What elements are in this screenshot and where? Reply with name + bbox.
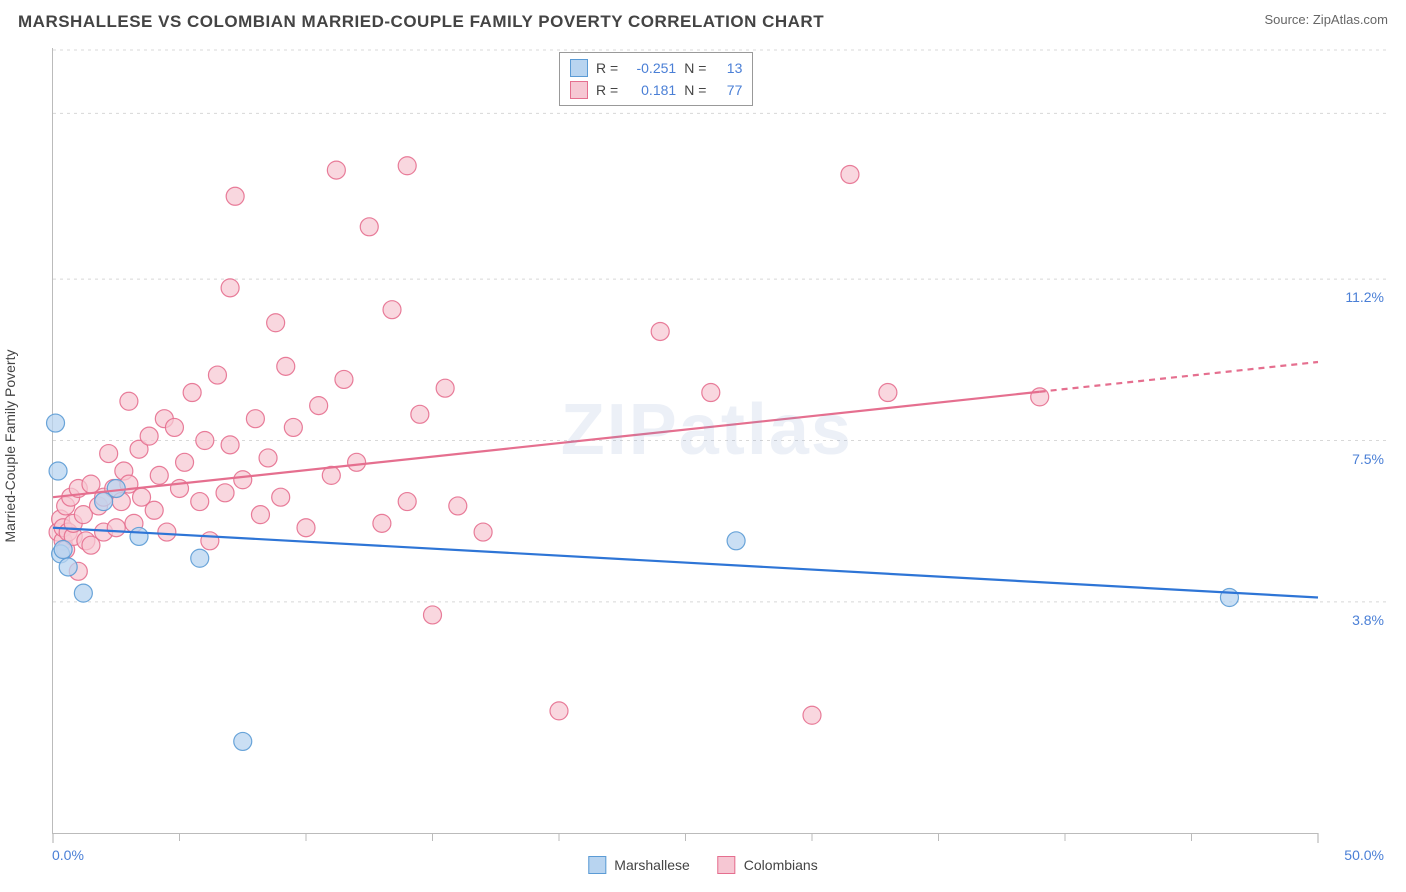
data-point xyxy=(183,384,201,402)
source-link[interactable]: ZipAtlas.com xyxy=(1313,12,1388,27)
data-point xyxy=(267,314,285,332)
chart-header: MARSHALLESE VS COLOMBIAN MARRIED-COUPLE … xyxy=(0,0,1406,38)
legend-n-value: 13 xyxy=(714,60,742,76)
data-point xyxy=(221,279,239,297)
data-point xyxy=(191,493,209,511)
data-point xyxy=(474,523,492,541)
data-point xyxy=(327,161,345,179)
data-point xyxy=(234,732,252,750)
data-point xyxy=(383,301,401,319)
legend-n-label: N = xyxy=(684,82,706,98)
data-point xyxy=(226,187,244,205)
data-point xyxy=(176,453,194,471)
plot-inner: ZIPatlas R =-0.251 N =13R =0.181 N =77 xyxy=(52,48,1318,834)
data-point xyxy=(277,357,295,375)
data-point xyxy=(59,558,77,576)
data-point xyxy=(191,549,209,567)
legend-row: R = -0.251 N = 13 xyxy=(570,57,742,79)
legend-swatch-icon xyxy=(718,856,736,874)
data-point xyxy=(145,501,163,519)
y-tick-label: 3.8% xyxy=(1352,612,1384,628)
data-point xyxy=(310,397,328,415)
plot-area: ZIPatlas R =-0.251 N =13R =0.181 N =77 3… xyxy=(52,48,1388,834)
data-point xyxy=(47,414,65,432)
trend-line xyxy=(53,528,1318,598)
data-point xyxy=(165,418,183,436)
data-point xyxy=(436,379,454,397)
data-point xyxy=(259,449,277,467)
data-point xyxy=(158,523,176,541)
data-point xyxy=(74,584,92,602)
data-point xyxy=(284,418,302,436)
chart-title: MARSHALLESE VS COLOMBIAN MARRIED-COUPLE … xyxy=(18,12,824,32)
data-point xyxy=(196,432,214,450)
data-point xyxy=(234,471,252,489)
data-point xyxy=(216,484,234,502)
legend-n-label: N = xyxy=(684,60,706,76)
data-point xyxy=(651,322,669,340)
legend-r-label: R = xyxy=(596,82,618,98)
data-point xyxy=(246,410,264,428)
y-tick-label: 11.2% xyxy=(1345,289,1384,305)
data-point xyxy=(221,436,239,454)
scatter-svg xyxy=(53,48,1318,833)
chart-source: Source: ZipAtlas.com xyxy=(1264,12,1388,27)
legend-r-label: R = xyxy=(596,60,618,76)
data-point xyxy=(272,488,290,506)
legend-swatch-icon xyxy=(570,59,588,77)
data-point xyxy=(841,165,859,183)
x-tick-label: 50.0% xyxy=(1344,847,1384,863)
data-point xyxy=(803,706,821,724)
data-point xyxy=(727,532,745,550)
data-point xyxy=(201,532,219,550)
legend-row: R = 0.181 N = 77 xyxy=(570,79,742,101)
trend-line-ext xyxy=(1040,362,1318,392)
data-point xyxy=(140,427,158,445)
data-point xyxy=(150,466,168,484)
data-point xyxy=(208,366,226,384)
data-point xyxy=(100,445,118,463)
data-point xyxy=(107,479,125,497)
legend-item-colombians[interactable]: Colombians xyxy=(718,856,818,874)
data-point xyxy=(398,157,416,175)
data-point xyxy=(550,702,568,720)
data-point xyxy=(360,218,378,236)
legend-swatch-icon xyxy=(588,856,606,874)
data-point xyxy=(424,606,442,624)
data-point xyxy=(335,370,353,388)
data-point xyxy=(120,392,138,410)
legend-r-value: 0.181 xyxy=(626,82,676,98)
data-point xyxy=(1031,388,1049,406)
legend-correlation: R = -0.251 N = 13 R = 0.181 N = 77 xyxy=(559,52,753,106)
legend-n-value: 77 xyxy=(714,82,742,98)
data-point xyxy=(879,384,897,402)
data-point xyxy=(702,384,720,402)
data-point xyxy=(297,519,315,537)
data-point xyxy=(130,527,148,545)
legend-label: Marshallese xyxy=(614,857,689,873)
x-tick-label: 0.0% xyxy=(52,847,84,863)
legend-label: Colombians xyxy=(744,857,818,873)
data-point xyxy=(49,462,67,480)
data-point xyxy=(251,506,269,524)
legend-series: Marshallese Colombians xyxy=(588,856,817,874)
data-point xyxy=(449,497,467,515)
y-axis-label: Married-Couple Family Poverty xyxy=(2,350,18,543)
source-prefix: Source: xyxy=(1264,12,1312,27)
data-point xyxy=(54,541,72,559)
data-point xyxy=(107,519,125,537)
data-point xyxy=(373,514,391,532)
legend-item-marshallese[interactable]: Marshallese xyxy=(588,856,689,874)
data-point xyxy=(411,405,429,423)
y-tick-label: 7.5% xyxy=(1352,451,1384,467)
data-point xyxy=(348,453,366,471)
legend-swatch-icon xyxy=(570,81,588,99)
legend-r-value: -0.251 xyxy=(626,60,676,76)
data-point xyxy=(398,493,416,511)
